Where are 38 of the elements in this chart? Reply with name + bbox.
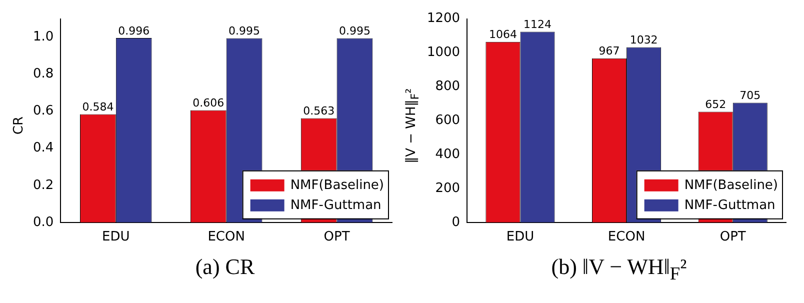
data-label: 0.996	[118, 24, 150, 38]
x-tick-label: ECON	[208, 230, 245, 245]
data-label: 1124	[524, 18, 552, 32]
x-tick-label: OPT	[324, 230, 350, 245]
y-tick-label: 600	[435, 112, 460, 128]
text: (b) ‖V − WH‖$_{F}$²	[550, 254, 688, 284]
data-label: 0.995	[228, 24, 260, 38]
data-label: 1032	[630, 34, 658, 47]
data-label: 1064	[488, 28, 517, 42]
data-label: 705	[740, 89, 761, 102]
data-label: 0.995	[338, 24, 370, 38]
y-tick-label: 0.4	[32, 140, 54, 156]
y-tick-label: 0.2	[32, 178, 54, 193]
y-tick-label: 200	[435, 180, 460, 196]
y-tick-label: 1.0	[32, 30, 54, 45]
data-label: 0.606	[192, 96, 224, 110]
x-tick-label: EDU	[102, 230, 130, 245]
y-tick-label: 800	[435, 79, 460, 94]
y-tick-label: 1200	[426, 11, 460, 26]
x-tick-label: EDU	[506, 230, 534, 245]
legend-label: NMF-Guttman	[290, 198, 382, 213]
y-tick-label: 0.6	[32, 104, 54, 119]
legend-label: NMF(Baseline)	[290, 178, 384, 193]
legend-label: NMF-Guttman	[684, 198, 776, 213]
text: (a) CR	[194, 254, 256, 280]
y-tick-label: 1000	[426, 45, 460, 60]
data-label: 0.584	[82, 100, 114, 114]
y-tick-label: 0.8	[32, 66, 54, 82]
y-tick-label: 0	[452, 214, 460, 230]
y-tick-label: 0.0	[32, 214, 54, 230]
y-tick-label: 400	[435, 146, 460, 162]
data-label: 967	[598, 44, 620, 58]
data-label: 652	[705, 98, 726, 112]
x-tick-label: OPT	[720, 230, 746, 245]
x-tick-label: ECON	[608, 230, 646, 245]
y-axis-title: CR	[12, 116, 26, 135]
data-label: 0.563	[303, 104, 335, 118]
legend-label: NMF(Baseline)	[684, 178, 778, 193]
